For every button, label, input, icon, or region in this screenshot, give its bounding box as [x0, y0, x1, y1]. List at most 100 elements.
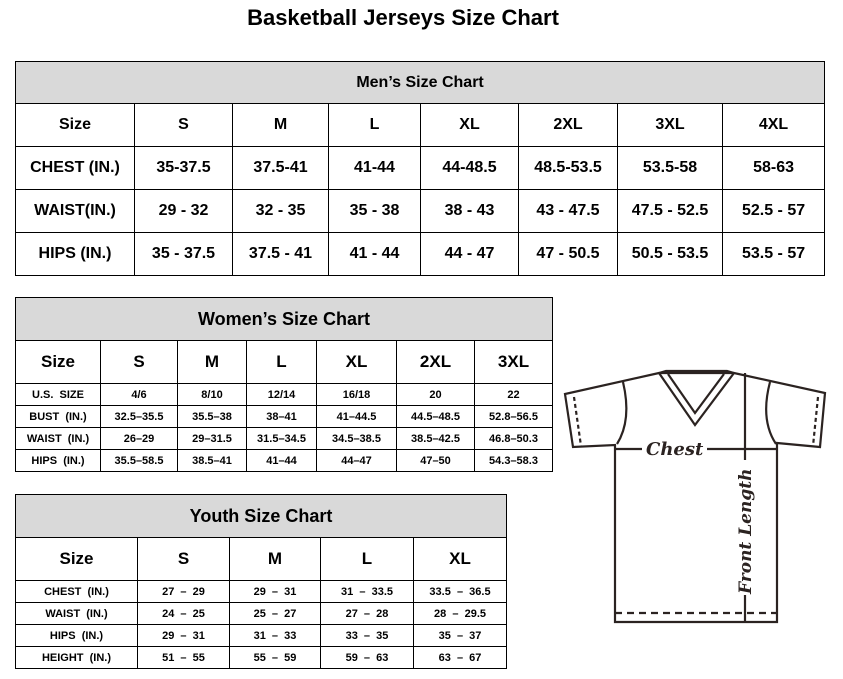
column-header: 3XL — [617, 103, 723, 147]
table-cell: 4/6 — [100, 383, 178, 406]
table-cell: 22 — [473, 383, 554, 406]
table-cell: 63 – 67 — [412, 646, 508, 669]
jersey-diagram: Chest Front Length — [563, 369, 827, 624]
table-cell: 8/10 — [177, 383, 247, 406]
table-cell: 33 – 35 — [320, 624, 414, 647]
table-cell: 31 – 33 — [229, 624, 321, 647]
column-header: Size — [15, 340, 101, 384]
left-sleeve-hem — [572, 396, 583, 447]
table-cell: 44–47 — [316, 449, 397, 472]
table-cell: 35 - 38 — [328, 189, 421, 233]
table-cell: 34.5–38.5 — [316, 427, 397, 450]
table-cell: 44 - 47 — [420, 232, 519, 276]
column-header: L — [328, 103, 421, 147]
column-header: M — [229, 537, 321, 581]
table-row: CHEST (IN.) 35-37.5 37.5-41 41-44 44-48.5 48.… — [15, 146, 826, 190]
front-length-label: Front Length — [736, 469, 756, 595]
row-label: CHEST (IN.) — [15, 580, 138, 603]
table-cell: 59 – 63 — [320, 646, 414, 669]
table-cell: 32 - 35 — [232, 189, 329, 233]
table-cell: 32.5–35.5 — [100, 405, 178, 428]
table-cell: 48.5-53.5 — [518, 146, 618, 190]
table-cell: 29 – 31 — [137, 624, 230, 647]
row-label: WAIST (IN.) — [15, 602, 138, 625]
youth-size-table: Youth Size Chart Size S M L XL CHEST (IN.) 27 –… — [14, 494, 508, 669]
table-cell: 35-37.5 — [134, 146, 233, 190]
table-cell: 47.5 - 52.5 — [617, 189, 723, 233]
table-cell: 41 - 44 — [328, 232, 421, 276]
table-cell: 46.8–50.3 — [473, 427, 554, 450]
table-cell: 38 - 43 — [420, 189, 519, 233]
table-cell: 35.5–58.5 — [100, 449, 178, 472]
column-header: XL — [316, 340, 397, 384]
table-cell: 35 - 37.5 — [134, 232, 233, 276]
row-label: CHEST (IN.) — [15, 146, 135, 190]
v-neck-inner — [667, 373, 725, 415]
column-header: Size — [15, 103, 135, 147]
table-cell: 47 - 50.5 — [518, 232, 618, 276]
table-row: HIPS (IN.) 29 – 31 31 – 33 33 – 35 35 – 37 — [15, 624, 508, 647]
table-cell: 35 – 37 — [412, 624, 508, 647]
women-table-caption: Women’s Size Chart — [14, 297, 554, 341]
table-cell: 24 – 25 — [137, 602, 230, 625]
header-row: Size S M L XL 2XL 3XL — [15, 340, 554, 384]
table-cell: 38–41 — [246, 405, 317, 428]
column-header: S — [137, 537, 230, 581]
table-row: CHEST (IN.) 27 – 29 29 – 31 31 – 33.5 33.5 –… — [15, 580, 508, 603]
column-header: 2XL — [396, 340, 475, 384]
table-cell: 44.5–48.5 — [396, 405, 475, 428]
table-cell: 16/18 — [316, 383, 397, 406]
row-label: WAIST(IN.) — [15, 189, 135, 233]
row-label: HIPS (IN.) — [15, 449, 101, 472]
row-label: HIPS (IN.) — [15, 624, 138, 647]
column-header: 4XL — [721, 103, 826, 147]
column-header: L — [246, 340, 317, 384]
row-label: U.S. SIZE — [15, 383, 101, 406]
table-cell: 41-44 — [328, 146, 421, 190]
row-label: WAIST (IN.) — [15, 427, 101, 450]
left-sleeve-seam — [616, 381, 628, 445]
table-cell: 41–44 — [246, 449, 317, 472]
table-row: HEIGHT (IN.) 51 – 55 55 – 59 59 – 63 63 – 67 — [15, 646, 508, 669]
table-cell: 29–31.5 — [177, 427, 247, 450]
row-label: HIPS (IN.) — [15, 232, 135, 276]
table-row: WAIST(IN.) 29 - 32 32 - 35 35 - 38 38 - 43 43… — [15, 189, 826, 233]
column-header: Size — [15, 537, 138, 581]
table-row: BUST (IN.) 32.5–35.5 35.5–38 38–41 41–44.5 44… — [15, 405, 554, 428]
table-row: HIPS (IN.) 35 - 37.5 37.5 - 41 41 - 44 44 - … — [15, 232, 826, 276]
table-cell: 12/14 — [246, 383, 317, 406]
column-header: S — [134, 103, 233, 147]
right-sleeve-seam — [765, 381, 777, 445]
header-row: Size S M L XL — [15, 537, 508, 581]
table-cell: 47–50 — [396, 449, 475, 472]
table-cell: 44-48.5 — [420, 146, 519, 190]
column-header: M — [177, 340, 247, 384]
table-cell: 37.5-41 — [232, 146, 329, 190]
table-row: WAIST (IN.) 26–29 29–31.5 31.5–34.5 34.5–38.… — [15, 427, 554, 450]
table-cell: 20 — [396, 383, 475, 406]
table-cell: 41–44.5 — [316, 405, 397, 428]
table-cell: 52.5 - 57 — [721, 189, 826, 233]
table-row: WAIST (IN.) 24 – 25 25 – 27 27 – 28 28 – 29.… — [15, 602, 508, 625]
column-header: S — [100, 340, 178, 384]
table-cell: 28 – 29.5 — [412, 602, 508, 625]
table-cell: 50.5 - 53.5 — [617, 232, 723, 276]
collar-top — [658, 369, 735, 375]
table-cell: 37.5 - 41 — [232, 232, 329, 276]
table-row: HIPS (IN.) 35.5–58.5 38.5–41 41–44 44–47 47–5… — [15, 449, 554, 472]
table-cell: 29 – 31 — [229, 580, 321, 603]
table-cell: 55 – 59 — [229, 646, 321, 669]
table-row: U.S. SIZE 4/6 8/10 12/14 16/18 20 22 — [15, 383, 554, 406]
table-cell: 38.5–42.5 — [396, 427, 475, 450]
mens-size-table: Men’s Size Chart Size S M L XL 2XL 3XL 4XL CHEST … — [14, 61, 826, 276]
table-cell: 35.5–38 — [177, 405, 247, 428]
table-cell: 29 - 32 — [134, 189, 233, 233]
column-header: 3XL — [473, 340, 554, 384]
table-cell: 27 – 29 — [137, 580, 230, 603]
table-cell: 38.5–41 — [177, 449, 247, 472]
table-cell: 25 – 27 — [229, 602, 321, 625]
men-table-caption: Men’s Size Chart — [14, 61, 826, 104]
column-header: XL — [412, 537, 508, 581]
youth-table-caption: Youth Size Chart — [14, 494, 508, 538]
column-header: L — [320, 537, 414, 581]
